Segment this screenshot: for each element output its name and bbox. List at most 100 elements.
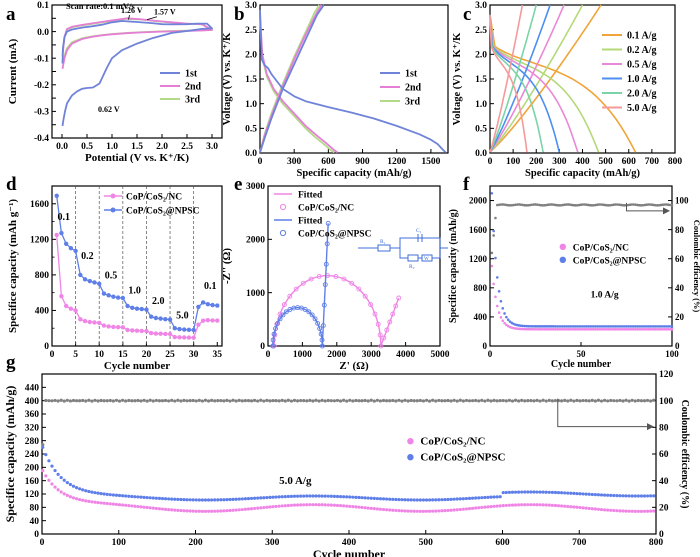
panel-f-capacity-point: [492, 282, 495, 286]
panel-g-capacity-point: [289, 494, 294, 498]
panel-g-capacity-point: [556, 491, 561, 495]
panel-f-capacity-point: [541, 325, 545, 328]
panel-g-capacity-point: [133, 495, 137, 499]
panel-d-rate-label: 1.0: [128, 286, 141, 297]
panel-f-capacity-point: [654, 325, 657, 328]
panel-g-capacity-point: [406, 498, 410, 502]
panel-g-efficiency-point: [68, 399, 72, 403]
panel-f-capacity-point: [543, 327, 546, 331]
panel-f-capacity-point: [495, 304, 499, 308]
panel-g-efficiency-point: [553, 398, 558, 403]
panel-d-point: [134, 328, 140, 333]
panel-g-capacity-point: [578, 492, 582, 496]
panel-g-capacity-point: [345, 504, 349, 508]
panel-g-capacity-point: [225, 497, 229, 502]
panel-g-capacity-point: [532, 503, 536, 507]
panel-f-capacity-point: [590, 325, 594, 328]
panel-f-capacity-point: [607, 325, 610, 328]
panel-g-capacity-point: [154, 496, 158, 500]
panel-e-legend-marker: [279, 229, 287, 237]
panel-b-xtick-label: 0: [258, 157, 263, 167]
panel-f-capacity-point: [610, 327, 614, 331]
panel-f-capacity-point: [643, 325, 646, 328]
panel-g-capacity-point: [381, 507, 386, 512]
panel-d-point: [139, 328, 144, 334]
panel-g-efficiency-point: [649, 399, 653, 403]
panel-c-legend-label: 0.2 A/g: [627, 45, 656, 56]
panel-f-capacity-point: [616, 325, 619, 328]
panel-g-efficiency-point: [615, 399, 619, 403]
panel-e-point: [293, 286, 299, 292]
panel-c-discharge-0.5 A/g: [489, 14, 579, 153]
panel-g-efficiency-point: [464, 398, 469, 403]
panel-a-peak-marker: [128, 15, 130, 20]
panel-g-capacity-point: [105, 492, 109, 496]
panel-f-capacity-point: [565, 325, 568, 328]
panel-g-capacity-point: [618, 494, 622, 498]
panel-f-efficiency-point: [597, 203, 601, 206]
panel-g-capacity-point: [498, 504, 502, 508]
panel-f-efficiency-point: [670, 203, 674, 207]
panel-g-capacity-point: [556, 504, 561, 508]
panel-g-efficiency-point: [474, 398, 478, 403]
panel-g-capacity-point: [228, 508, 232, 513]
panel-g-efficiency-point: [246, 398, 251, 403]
panel-f-capacity-point: [550, 325, 554, 328]
panel-g-efficiency-point: [136, 398, 140, 403]
panel-g-efficiency-point: [210, 398, 214, 402]
panel-g-legend-label: CoP/CoS₂/NC: [420, 436, 485, 448]
panel-f-capacity-point: [559, 325, 563, 328]
panel-a-series-1st: [61, 20, 213, 127]
panel-c-xtick-label: 600: [622, 157, 637, 167]
panel-g-capacity-point: [486, 505, 490, 509]
panel-f-capacity-point: [612, 327, 616, 331]
panel-f-capacity-point: [583, 325, 586, 328]
panel-g-efficiency-point: [630, 398, 634, 402]
panel-g-efficiency-point: [265, 398, 269, 402]
panel-e-ylabel: -Z'' (Ω): [221, 248, 233, 284]
panel-f-xlabel: Cycle number: [551, 359, 612, 370]
panel-g-capacity-point: [400, 498, 404, 502]
panel-f-capacity-point: [539, 327, 543, 331]
panel-f-ytick-label: 800: [474, 283, 488, 293]
panel-g-efficiency-point: [596, 398, 601, 402]
panel-d-point: [163, 331, 168, 337]
panel-g-efficiency-point: [50, 399, 54, 403]
panel-d-rate-label: 0.1: [58, 212, 71, 223]
panel-a-ytick-label: 0.1: [37, 1, 49, 11]
panel-g-capacity-point: [219, 509, 223, 513]
panel-g-capacity-point: [84, 499, 88, 503]
panel-f-capacity-point: [574, 327, 577, 331]
panel-g-capacity-point: [148, 496, 152, 500]
panel-f-y2label: Coulombic efficiency (%): [692, 220, 700, 313]
panel-g-efficiency-point: [572, 399, 576, 403]
panel-g-efficiency-point: [578, 399, 582, 403]
panel-g-capacity-point: [400, 509, 404, 513]
panel-g-efficiency-point: [523, 399, 527, 403]
panel-f-rate-label: 1.0 A/g: [591, 290, 619, 300]
panel-f-capacity-point: [585, 327, 588, 331]
panel-g-efficiency-point: [280, 398, 284, 402]
panel-g-efficiency-point: [93, 398, 97, 402]
panel-g-capacity-point: [326, 503, 330, 507]
panel-d-point: [130, 305, 135, 310]
panel-d-point: [73, 248, 78, 254]
panel-g-y2tick-label: 120: [659, 370, 674, 380]
panel-c-ytick-label: 1.5: [475, 75, 487, 85]
panel-f-capacity-point: [608, 327, 612, 331]
panel-g-y2label: Coulombic efficiency (%): [679, 400, 690, 509]
panel-c-charge-1.0 A/g: [489, 4, 551, 153]
panel-c-ytick-label: 2.0: [475, 51, 487, 61]
panel-c-xtick-label: 700: [645, 157, 660, 167]
panel-g-capacity-point: [41, 468, 45, 473]
panel-g-capacity-point: [53, 468, 57, 473]
panel-g-efficiency-point: [268, 399, 272, 403]
panel-g-capacity-point: [237, 508, 241, 512]
panel-g-capacity-point: [354, 505, 358, 509]
panel-g-efficiency-point: [188, 399, 192, 403]
panel-d-point: [148, 314, 154, 319]
panel-g-capacity-point: [612, 493, 616, 498]
panel-g-capacity-point: [182, 509, 186, 513]
panel-e-point: [372, 311, 378, 317]
panel-g-capacity-point: [633, 509, 637, 513]
